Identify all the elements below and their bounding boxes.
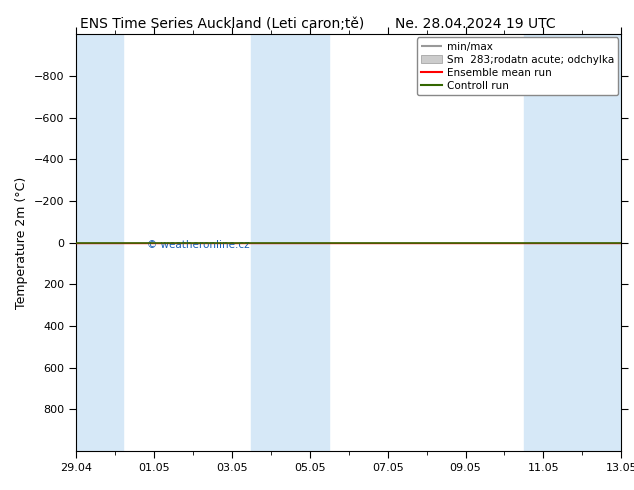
Text: © weatheronline.cz: © weatheronline.cz — [147, 240, 250, 249]
Text: ENS Time Series Auckland (Leti caron;tě): ENS Time Series Auckland (Leti caron;tě) — [80, 17, 364, 31]
Bar — [251, 34, 329, 451]
Bar — [524, 34, 621, 451]
Y-axis label: Temperature 2m (°C): Temperature 2m (°C) — [15, 176, 29, 309]
Bar — [76, 34, 123, 451]
Legend: min/max, Sm  283;rodatn acute; odchylka, Ensemble mean run, Controll run: min/max, Sm 283;rodatn acute; odchylka, … — [417, 37, 618, 95]
Text: Ne. 28.04.2024 19 UTC: Ne. 28.04.2024 19 UTC — [395, 17, 556, 31]
